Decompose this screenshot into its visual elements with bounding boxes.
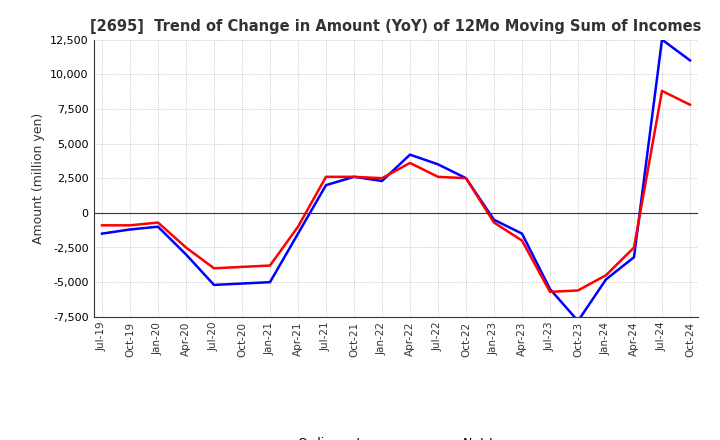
Net Income (238, 264, 246, 270)
Ordinary Income (322, 183, 330, 188)
Ordinary Income (462, 176, 470, 181)
Ordinary Income (546, 286, 554, 292)
Net Income (657, 88, 666, 94)
Ordinary Income (350, 174, 359, 180)
Net Income (405, 160, 414, 165)
Ordinary Income (126, 227, 135, 232)
Net Income (181, 245, 190, 250)
Net Income (350, 174, 359, 180)
Ordinary Income (181, 252, 190, 257)
Ordinary Income (405, 152, 414, 157)
Ordinary Income (238, 281, 246, 286)
Ordinary Income (574, 318, 582, 323)
Ordinary Income (685, 58, 694, 63)
Net Income (98, 223, 107, 228)
Net Income (602, 272, 611, 278)
Net Income (685, 102, 694, 107)
Ordinary Income (602, 277, 611, 282)
Net Income (462, 176, 470, 181)
Ordinary Income (657, 37, 666, 42)
Ordinary Income (153, 224, 162, 229)
Net Income (266, 263, 274, 268)
Net Income (546, 289, 554, 294)
Line: Net Income: Net Income (102, 91, 690, 292)
Legend: Ordinary Income, Net Income: Ordinary Income, Net Income (252, 432, 540, 440)
Y-axis label: Amount (million yen): Amount (million yen) (32, 113, 45, 244)
Ordinary Income (210, 282, 218, 288)
Net Income (490, 220, 498, 225)
Net Income (378, 176, 387, 181)
Ordinary Income (266, 279, 274, 285)
Line: Ordinary Income: Ordinary Income (102, 40, 690, 321)
Ordinary Income (630, 255, 639, 260)
Net Income (294, 224, 302, 229)
Net Income (574, 288, 582, 293)
Net Income (630, 245, 639, 250)
Ordinary Income (433, 161, 442, 167)
Ordinary Income (490, 217, 498, 222)
Net Income (518, 238, 526, 243)
Title: [2695]  Trend of Change in Amount (YoY) of 12Mo Moving Sum of Incomes: [2695] Trend of Change in Amount (YoY) o… (90, 19, 702, 34)
Ordinary Income (518, 231, 526, 236)
Net Income (433, 174, 442, 180)
Net Income (322, 174, 330, 180)
Ordinary Income (98, 231, 107, 236)
Ordinary Income (378, 178, 387, 183)
Ordinary Income (294, 231, 302, 236)
Net Income (153, 220, 162, 225)
Net Income (126, 223, 135, 228)
Net Income (210, 266, 218, 271)
